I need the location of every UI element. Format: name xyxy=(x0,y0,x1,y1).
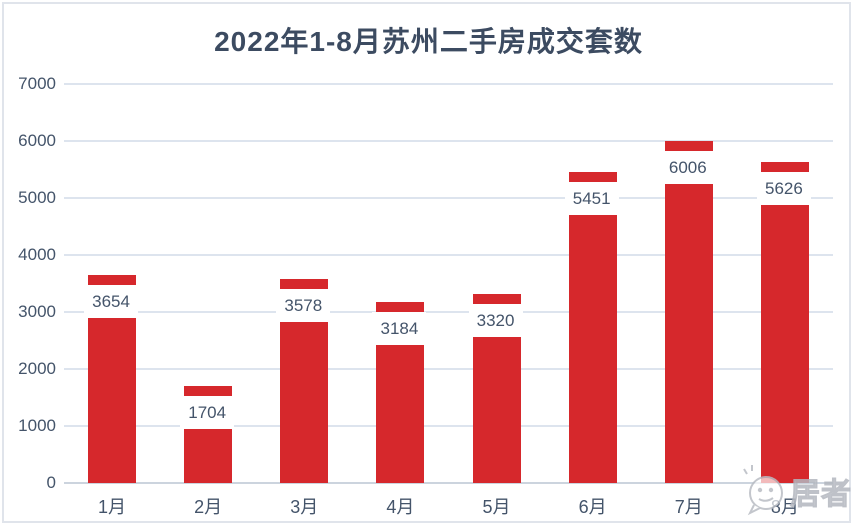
y-axis-label: 6000 xyxy=(18,131,56,150)
x-axis-label: 6月 xyxy=(578,497,607,517)
bar: 5451 xyxy=(564,172,619,483)
bar-value-label: 1704 xyxy=(180,395,235,429)
bar-value-label: 3654 xyxy=(84,284,139,318)
bar-value-label: 6006 xyxy=(660,150,715,184)
gridline xyxy=(64,311,833,313)
bar: 5626 xyxy=(756,162,811,483)
bar-value-label: 5626 xyxy=(756,172,811,206)
y-axis-label: 0 xyxy=(46,473,56,492)
x-axis-label: 1月 xyxy=(98,497,127,517)
y-axis-label: 3000 xyxy=(18,302,56,321)
bar: 1704 xyxy=(180,385,235,483)
y-axis-label: 5000 xyxy=(18,188,56,207)
gridline xyxy=(64,83,833,85)
x-axis-label: 2月 xyxy=(194,497,223,517)
bar: 3320 xyxy=(468,293,523,483)
y-axis-label: 4000 xyxy=(18,245,56,264)
y-axis-label: 7000 xyxy=(18,74,56,93)
gridline xyxy=(64,254,833,256)
chart-title: 2022年1-8月苏州二手房成交套数 xyxy=(214,26,643,57)
gridline xyxy=(64,197,833,199)
gridline xyxy=(64,368,833,370)
bar: 3184 xyxy=(372,301,427,483)
x-axis-label: 7月 xyxy=(674,497,703,517)
y-axis-label: 1000 xyxy=(18,416,56,435)
bar: 6006 xyxy=(660,140,715,483)
y-axis-label: 2000 xyxy=(18,359,56,378)
x-axis-label: 4月 xyxy=(386,497,415,517)
gridline xyxy=(64,425,833,427)
x-axis-label: 3月 xyxy=(290,497,319,517)
bar-value-label: 3184 xyxy=(372,311,427,345)
watermark-text: 居者 xyxy=(790,478,852,512)
gridline xyxy=(64,140,833,142)
x-axis-line xyxy=(64,482,833,484)
bar-value-label: 5451 xyxy=(564,182,619,216)
x-axis-label: 5月 xyxy=(482,497,511,517)
wechat-face-icon xyxy=(743,465,783,516)
bar: 3654 xyxy=(84,274,139,483)
bar: 3578 xyxy=(276,279,331,483)
bar-value-label: 3320 xyxy=(468,303,523,337)
watermark: 居者 xyxy=(738,458,857,524)
bar-value-label: 3578 xyxy=(276,289,331,323)
